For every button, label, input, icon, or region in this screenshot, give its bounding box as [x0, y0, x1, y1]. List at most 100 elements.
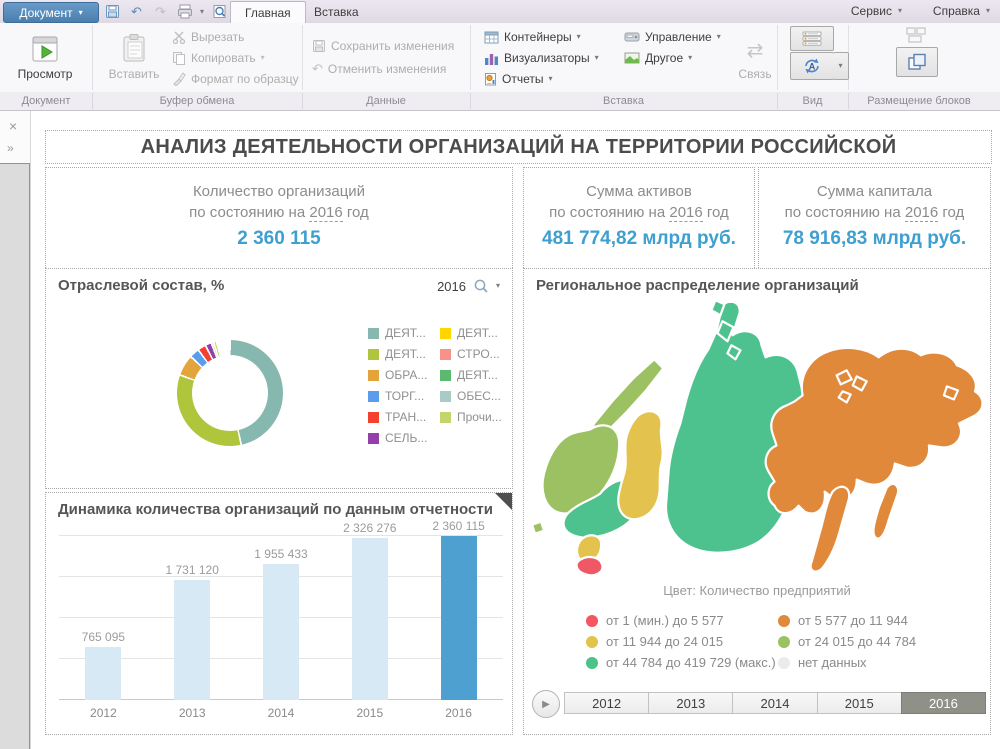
map-region[interactable]	[851, 375, 868, 392]
group-insert-label: Вставка	[603, 95, 644, 107]
map-region[interactable]	[764, 346, 984, 515]
reports-button[interactable]: Отчеты ▾	[484, 69, 553, 89]
bar[interactable]	[174, 580, 211, 700]
view-list-toggle[interactable]	[790, 26, 834, 51]
map-region[interactable]	[835, 369, 853, 386]
undo-icon: ↶	[312, 61, 323, 76]
year-button-2013[interactable]: 2013	[648, 692, 734, 714]
legend-label: Прочи...	[457, 410, 502, 424]
year-button-2016[interactable]: 2016	[900, 692, 987, 714]
print-caret-icon[interactable]: ▾	[200, 6, 205, 16]
close-panel-icon[interactable]: ×	[9, 118, 18, 134]
bar-chart-icon	[485, 53, 498, 65]
dashboard-title-block[interactable]: АНАЛИЗ ДЕЯТЕЛЬНОСТИ ОРГАНИЗАЦИЙ НА ТЕРРИ…	[45, 130, 992, 164]
save-icon[interactable]	[104, 3, 121, 20]
legend-item[interactable]: ТОРГ...	[368, 389, 427, 403]
containers-button[interactable]: Контейнеры ▾	[484, 27, 581, 47]
collapsed-panel[interactable]	[0, 163, 30, 749]
year-button-2012[interactable]: 2012	[564, 692, 650, 714]
redo-icon: ↷	[155, 3, 166, 19]
visualizers-button[interactable]: Визуализаторы ▾	[484, 48, 599, 68]
map-block[interactable]: Региональное распределение организаций	[523, 268, 991, 735]
map-region[interactable]	[716, 320, 735, 343]
map-region[interactable]	[942, 385, 960, 401]
auto-refresh-toggle[interactable]: A	[790, 52, 834, 80]
map-region[interactable]	[872, 482, 900, 540]
kpi-line2: по состоянию на 2016 год	[549, 204, 729, 222]
kpi-year[interactable]: 2016	[309, 204, 343, 222]
overlap-blocks-button[interactable]	[896, 47, 938, 77]
kpi-line2: по состоянию на 2016 год	[784, 204, 965, 222]
bar-column[interactable]: 765 095	[59, 506, 148, 700]
tab-insert[interactable]: Вставка	[300, 1, 373, 22]
bar[interactable]	[351, 538, 388, 700]
map-region[interactable]	[617, 410, 664, 521]
map-region[interactable]	[530, 520, 546, 535]
kpi-card-count[interactable]: Количество организаций по состоянию на 2…	[45, 167, 513, 274]
menu-service[interactable]: Сервис ▾	[850, 4, 902, 18]
legend-label: ТОРГ...	[385, 389, 425, 403]
industry-chart-block[interactable]: Отраслевой состав, % 2016 ▾ ДЕЯТ... ДЕЯТ.…	[45, 268, 513, 489]
legend-item[interactable]: ДЕЯТ...	[440, 368, 502, 382]
legend-item[interactable]: ТРАН...	[368, 410, 427, 424]
legend-item[interactable]: ОБЕС...	[440, 389, 502, 403]
year-button-2014[interactable]: 2014	[732, 692, 818, 714]
other-button[interactable]: Другое ▾	[624, 48, 692, 68]
dynamics-chart-block[interactable]: Динамика количества организаций по данны…	[45, 492, 513, 735]
donut-chart[interactable]	[177, 340, 283, 446]
kpi-card-assets[interactable]: Сумма активов по состоянию на 2016 год 4…	[523, 167, 755, 274]
bar-x-label: 2016	[445, 706, 472, 720]
legend-item[interactable]: СТРО...	[440, 347, 502, 361]
preview-icon[interactable]	[211, 3, 228, 20]
bar[interactable]	[440, 536, 477, 700]
bar-chart-x-labels: 2012 2013 2014 2015 2016	[59, 706, 503, 720]
legend-item[interactable]: Прочи...	[440, 410, 502, 424]
preview-button[interactable]: Просмотр	[10, 25, 80, 89]
menu-help[interactable]: Справка ▾	[932, 4, 990, 18]
kpi-value: 2 360 115	[237, 228, 321, 249]
kpi-year[interactable]: 2016	[904, 204, 939, 222]
map-region[interactable]	[809, 485, 851, 573]
tab-main[interactable]: Главная	[230, 1, 306, 23]
expand-panel-icon[interactable]: »	[7, 141, 14, 155]
russia-map[interactable]	[526, 295, 987, 576]
map-region[interactable]	[575, 555, 604, 576]
bar[interactable]	[85, 647, 122, 700]
print-icon[interactable]	[176, 3, 193, 20]
year-button-2015[interactable]: 2015	[816, 692, 902, 714]
magnifier-icon[interactable]	[473, 278, 489, 294]
auto-refresh-dropdown[interactable]: ▾	[833, 52, 849, 80]
block-grid-button	[906, 27, 926, 43]
map-legend-dot	[586, 635, 598, 648]
donut-hole	[192, 355, 268, 431]
group-document-label: Документ	[21, 95, 71, 107]
play-button[interactable]: ▶	[532, 690, 560, 718]
legend-swatch	[368, 348, 379, 360]
map-region[interactable]	[710, 299, 726, 317]
map-region[interactable]	[541, 424, 621, 515]
legend-item[interactable]: ДЕЯТ...	[440, 326, 502, 340]
legend-swatch	[440, 327, 451, 339]
legend-item[interactable]: ДЕЯТ...	[368, 326, 427, 340]
dashboard-canvas: АНАЛИЗ ДЕЯТЕЛЬНОСТИ ОРГАНИЗАЦИЙ НА ТЕРРИ…	[31, 111, 1000, 749]
bar-column[interactable]: 1 955 433	[237, 506, 326, 700]
kpi-year[interactable]: 2016	[669, 204, 703, 222]
management-button[interactable]: Управление ▾	[624, 27, 721, 47]
legend-swatch	[440, 390, 451, 402]
caret-down-icon[interactable]: ▾	[495, 281, 500, 290]
bar[interactable]	[262, 564, 299, 700]
legend-item[interactable]: ДЕЯТ...	[368, 347, 427, 361]
bar-x-label: 2012	[90, 706, 117, 720]
bar-column[interactable]: 2 360 115	[414, 506, 503, 700]
document-menu-button[interactable]: Документ ▾	[3, 2, 99, 23]
legend-item[interactable]: СЕЛЬ...	[368, 431, 427, 445]
map-region[interactable]	[726, 344, 742, 361]
bar-column[interactable]: 2 326 276	[325, 506, 414, 700]
legend-item[interactable]: ОБРА...	[368, 368, 427, 382]
kpi-card-capital[interactable]: Сумма капитала по состоянию на 2016 год …	[758, 167, 991, 274]
bar-column[interactable]: 1 731 120	[148, 506, 237, 700]
caret-down-icon: ▾	[897, 6, 902, 15]
undo-icon[interactable]: ↶	[131, 3, 142, 19]
map-region[interactable]	[837, 390, 852, 404]
legend-swatch	[368, 432, 379, 444]
